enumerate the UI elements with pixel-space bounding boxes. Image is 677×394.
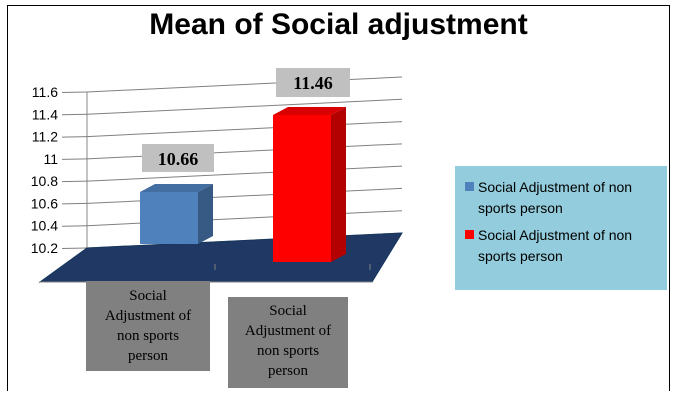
bar-top-1 xyxy=(273,107,346,115)
tick-line-5 xyxy=(61,136,88,138)
bar-side-0 xyxy=(198,184,213,244)
gridline-5 xyxy=(86,121,403,138)
data-label-0: 10.66 xyxy=(158,149,199,169)
tick-line-3 xyxy=(61,180,88,183)
category-label-0: Social Adjustment of non sports person xyxy=(105,288,191,364)
tick-line-6 xyxy=(61,113,88,116)
chart-floor xyxy=(38,232,403,283)
data-label-box-0 xyxy=(142,144,214,172)
gridline-2 xyxy=(86,187,403,204)
tick-line-4 xyxy=(61,158,88,160)
tick-line-2 xyxy=(61,202,88,205)
legend-swatch-0 xyxy=(465,182,474,191)
gridline-1 xyxy=(86,210,403,227)
y-tick-label-0: 10.2 xyxy=(31,240,58,256)
gridline-3 xyxy=(86,165,403,182)
legend-label-0: Social Adjustment of non sports person xyxy=(478,179,633,216)
y-tick-label-5: 11.2 xyxy=(32,129,58,145)
tick-line-0 xyxy=(61,247,88,249)
category-label-1: Social Adjustment of non sports person xyxy=(245,303,331,379)
bar-0 xyxy=(140,192,198,244)
category-box-1 xyxy=(228,297,348,388)
y-tick-label-1: 10.4 xyxy=(31,218,58,234)
tick-line-1 xyxy=(61,225,88,227)
gridline-4 xyxy=(86,143,403,160)
bar-side-1 xyxy=(331,107,346,262)
y-tick-label-4: 11 xyxy=(43,151,58,167)
chart-title: Mean of Social adjustment xyxy=(149,8,528,41)
y-tick-label-3: 10.8 xyxy=(31,173,58,189)
gridline-6 xyxy=(86,98,403,115)
data-label-1: 11.46 xyxy=(293,73,333,93)
legend: Social Adjustment of non sports person S… xyxy=(455,166,667,290)
legend-swatch-1 xyxy=(465,230,474,239)
y-tick-label-7: 11.6 xyxy=(32,84,58,100)
legend-item-0: Social Adjustment of non sports person xyxy=(465,177,661,219)
y-tick-label-2: 10.6 xyxy=(31,195,58,211)
legend-item-1: Social Adjustment of non sports person xyxy=(465,225,661,267)
data-label-box-1 xyxy=(276,68,350,97)
tick-line-7 xyxy=(61,91,88,93)
chart-border xyxy=(7,5,670,391)
y-tick-label-6: 11.4 xyxy=(32,106,58,122)
category-box-0 xyxy=(86,281,210,371)
gridline-7 xyxy=(86,76,403,93)
legend-label-1: Social Adjustment of non sports person xyxy=(478,227,633,264)
bar-top-0 xyxy=(140,184,213,192)
bar-1 xyxy=(273,115,331,262)
